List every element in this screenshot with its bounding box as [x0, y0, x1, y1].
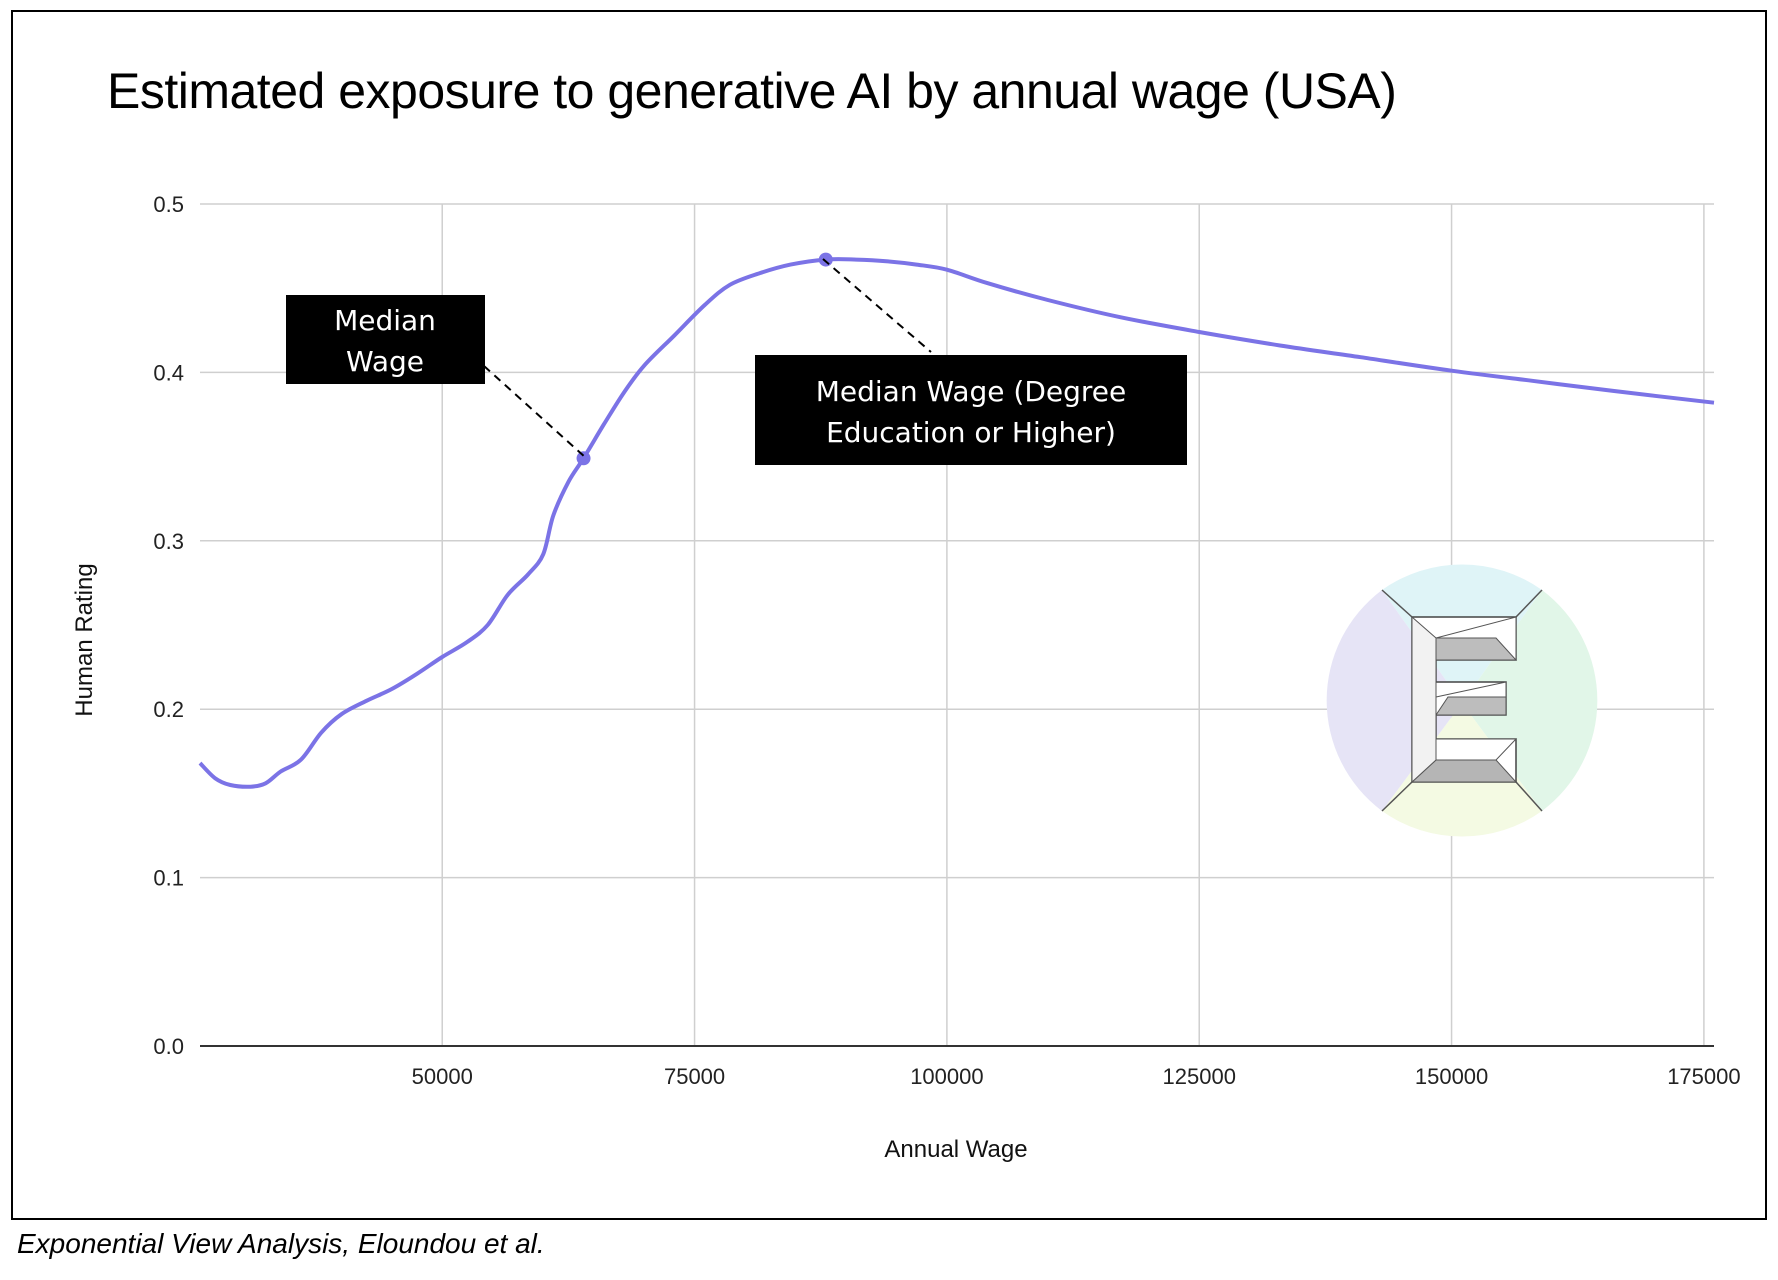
series-layer: [198, 257, 1715, 789]
annotation-median-wage-degree-line-2: Education or Higher): [826, 416, 1116, 449]
exponential-view-logo: [1326, 564, 1598, 837]
median-wage-marker: [576, 451, 591, 466]
source-caption: Exponential View Analysis, Eloundou et a…: [17, 1228, 545, 1259]
annotation-median-wage-degree-line-1: Median Wage (Degree: [816, 375, 1127, 408]
median-wage-degree-marker: [818, 252, 833, 267]
annotations: Median Wage Median Wage (Degree Educatio…: [286, 258, 1187, 465]
y-axis-label: Human Rating: [71, 563, 98, 716]
x-tick-label: 100000: [910, 1064, 983, 1089]
x-tick-label: 175000: [1667, 1064, 1740, 1089]
y-tick-label: 0.5: [153, 192, 184, 217]
annotation-median-wage-line-2: Wage: [346, 345, 424, 378]
annotation-leader-median-wage: [483, 365, 586, 458]
x-tick-label: 125000: [1163, 1064, 1236, 1089]
logo-quadrant-right: [1462, 590, 1598, 811]
series-line: [198, 257, 1715, 789]
y-tick-label: 0.1: [153, 866, 184, 891]
y-tick-label: 0.3: [153, 529, 184, 554]
annotation-median-wage-line-1: Median: [334, 304, 436, 337]
axes: Annual Wage Human Rating 0.0 0.1 0.2 0.3 0.4…: [71, 192, 1741, 1163]
x-tick-label: 50000: [412, 1064, 473, 1089]
x-tick-label: 75000: [664, 1064, 725, 1089]
annotation-box-median-wage: [286, 295, 485, 384]
x-axis-label: Annual Wage: [884, 1136, 1027, 1163]
marker-layer: [576, 252, 833, 466]
annotation-leader-median-wage-degree: [822, 258, 932, 353]
y-tick-label: 0.4: [153, 360, 184, 385]
chart-title: Estimated exposure to generative AI by a…: [107, 63, 1397, 119]
logo-quadrant-left: [1326, 590, 1462, 811]
x-tick-label: 150000: [1415, 1064, 1488, 1089]
y-tick-label: 0.0: [153, 1034, 184, 1059]
y-tick-label: 0.2: [153, 697, 184, 722]
annotation-box-median-wage-degree: [755, 355, 1187, 465]
